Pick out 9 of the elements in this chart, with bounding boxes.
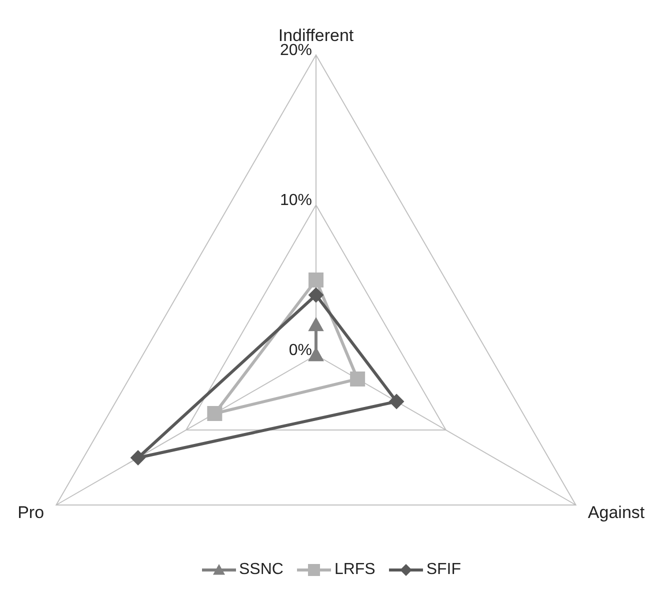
spoke-label: Against <box>588 503 645 522</box>
y-tick-label: 20% <box>280 42 312 59</box>
legend-label: LRFS <box>334 561 376 579</box>
y-tick-label: 0% <box>288 342 312 359</box>
spoke-label: Pro <box>18 503 44 522</box>
y-tick-label: 10% <box>280 192 312 209</box>
spoke-label: Indifferent <box>278 26 354 45</box>
legend-label: SFIF <box>426 561 462 579</box>
legend-label: SSNC <box>238 561 284 579</box>
